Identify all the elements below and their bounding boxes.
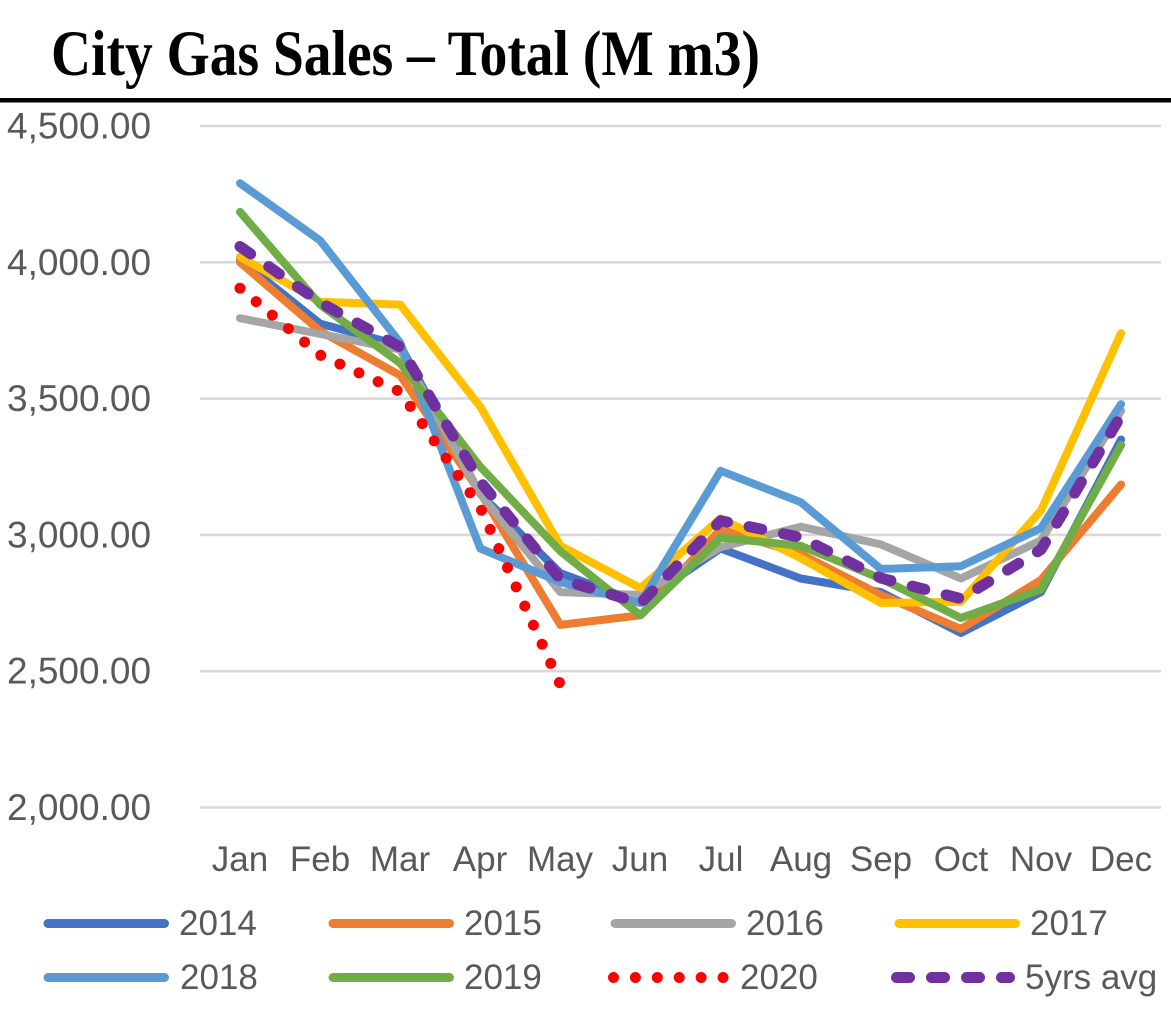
svg-text:2014: 2014 [179,904,257,943]
svg-text:May: May [527,840,594,879]
svg-text:Mar: Mar [370,840,431,879]
svg-text:2019: 2019 [464,958,542,997]
svg-text:Dec: Dec [1090,840,1152,879]
svg-text:Jun: Jun [612,840,668,879]
svg-text:2016: 2016 [746,904,824,943]
svg-text:3,000.00: 3,000.00 [7,514,151,555]
svg-text:3,500.00: 3,500.00 [7,378,151,419]
svg-text:Jan: Jan [212,840,268,879]
svg-text:Jul: Jul [699,840,744,879]
svg-text:2017: 2017 [1030,904,1108,943]
svg-text:2018: 2018 [180,958,258,997]
svg-text:4,000.00: 4,000.00 [7,242,151,283]
svg-text:City Gas Sales – Total (M m3): City Gas Sales – Total (M m3) [51,18,760,90]
svg-text:Nov: Nov [1010,840,1073,879]
svg-text:Sep: Sep [850,840,912,879]
svg-text:Feb: Feb [290,840,350,879]
svg-text:Apr: Apr [453,840,508,879]
svg-text:2,000.00: 2,000.00 [7,787,151,828]
svg-text:Oct: Oct [934,840,989,879]
svg-text:2015: 2015 [464,904,542,943]
svg-text:2,500.00: 2,500.00 [7,651,151,692]
svg-text:4,500.00: 4,500.00 [7,106,151,147]
svg-text:5yrs avg: 5yrs avg [1025,958,1157,997]
svg-text:Aug: Aug [770,840,832,879]
svg-text:2020: 2020 [740,958,818,997]
